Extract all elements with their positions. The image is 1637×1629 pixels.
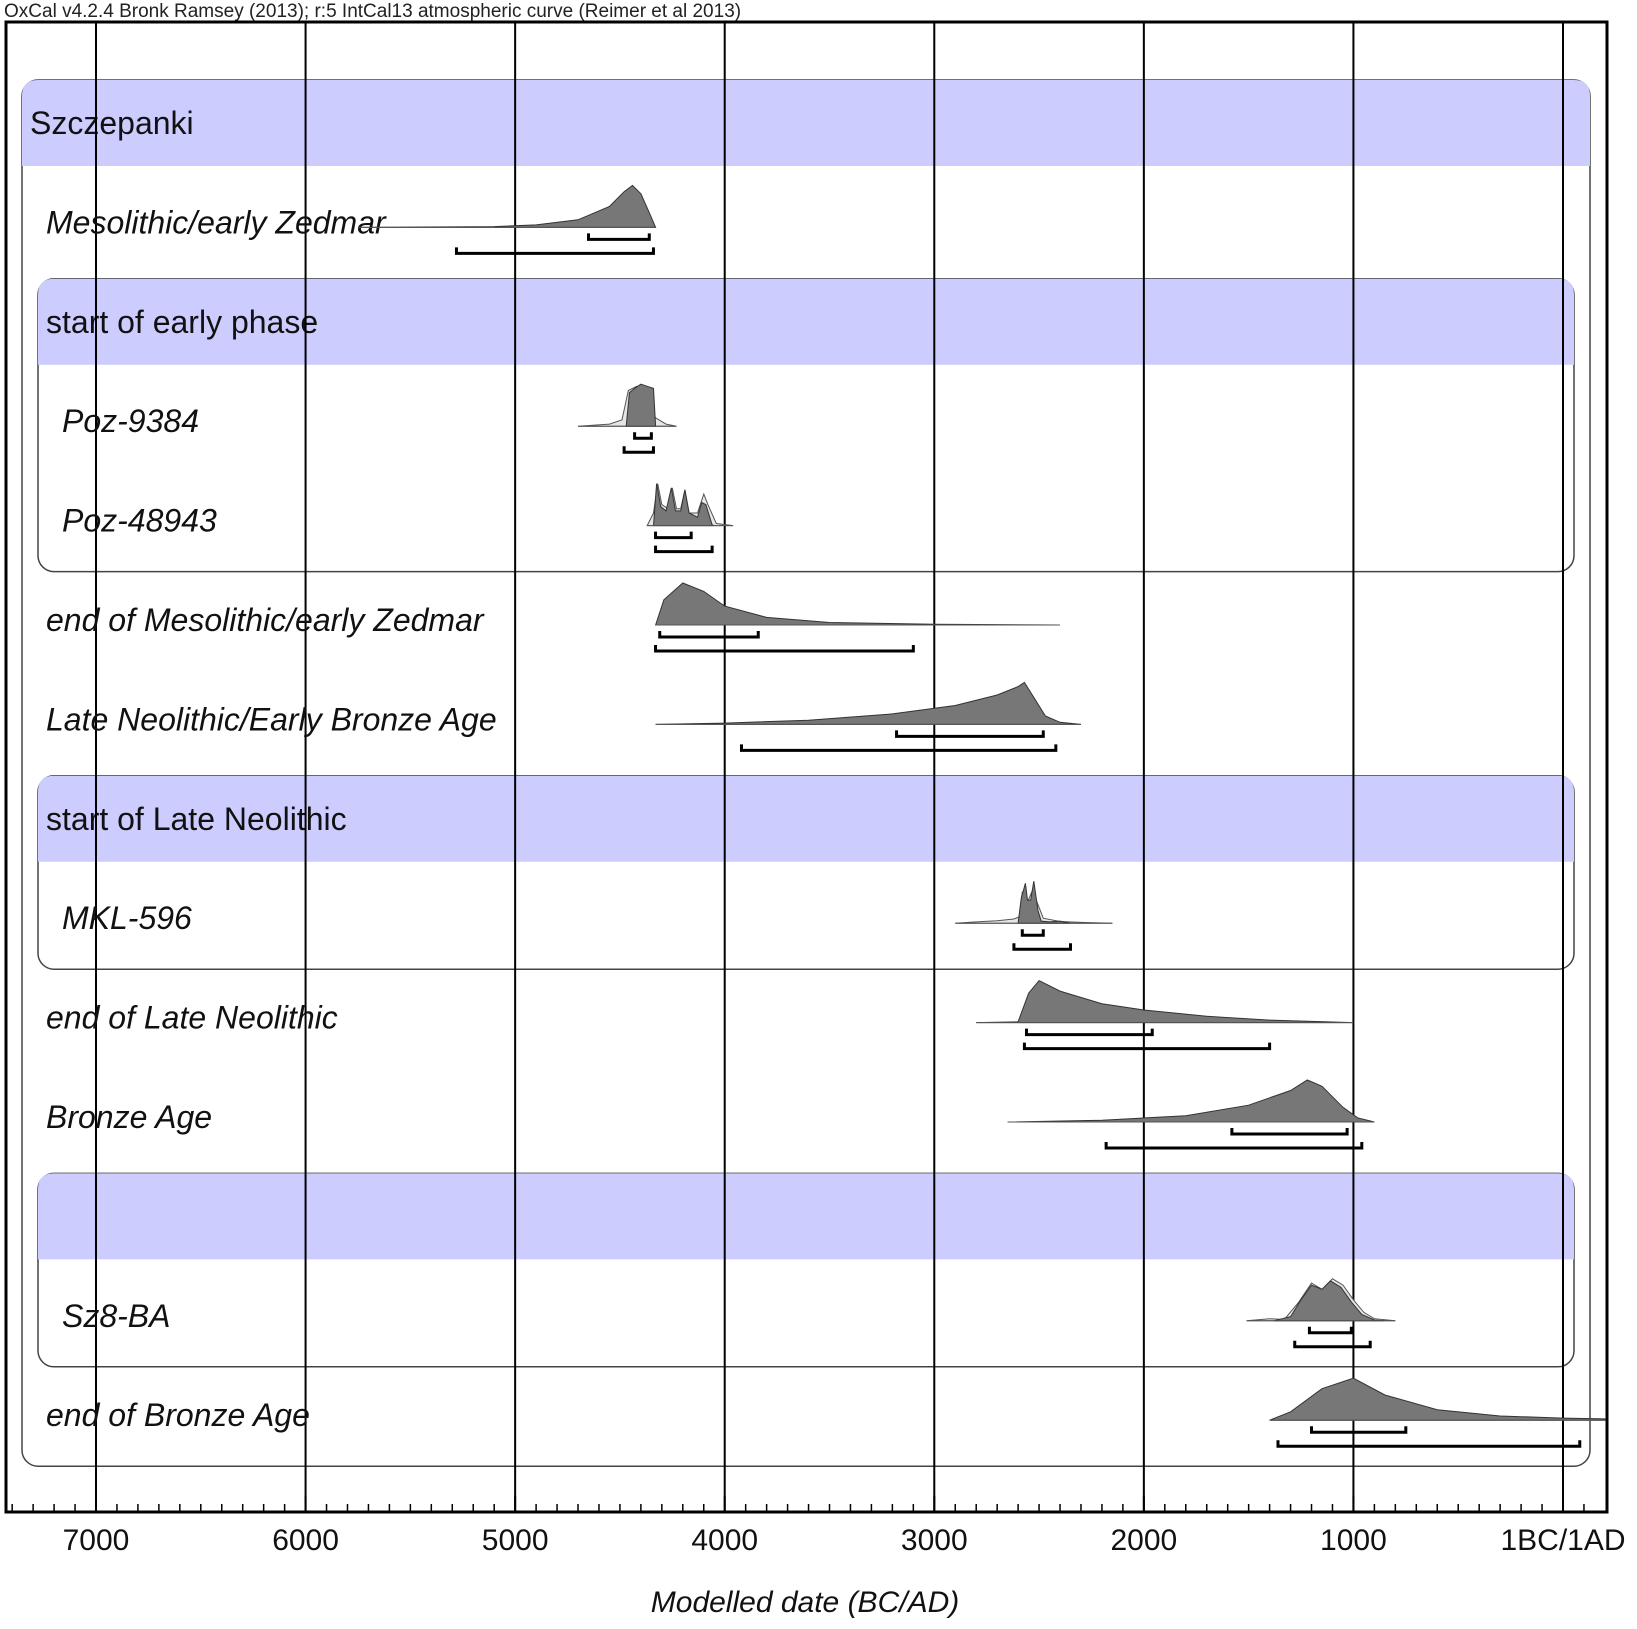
x-axis: 7000 6000 5000 4000 3000 2000 1000 1BC/1AD (11, 1496, 1626, 1557)
tick-label: 2000 (1110, 1524, 1177, 1557)
range-95 (1276, 1440, 1582, 1448)
chart-title: OxCal v4.2.4 Bronk Ramsey (2013); r:5 In… (4, 1, 741, 22)
tick-label: 1000 (1320, 1524, 1387, 1557)
range-95 (654, 645, 915, 653)
posterior-distribution (1269, 1377, 1606, 1421)
range-95 (454, 247, 655, 255)
tick-label: 1BC/1AD (1500, 1524, 1625, 1557)
range-68 (1230, 1128, 1349, 1136)
group-band (38, 775, 1574, 862)
range-68 (1310, 1426, 1408, 1434)
group-label: Szczepanki (30, 105, 194, 141)
group-band (38, 1173, 1574, 1260)
group-boxes: Szczepanki start of early phase start of L… (21, 79, 1591, 1467)
posterior-distribution (1007, 1079, 1375, 1123)
item-label: Bronze Age (46, 1099, 212, 1135)
range-95 (739, 744, 1058, 752)
item-label: Sz8-BA (62, 1298, 170, 1334)
tick-label: 3000 (901, 1524, 968, 1557)
x-axis-label: Modelled date (BC/AD) (651, 1586, 959, 1619)
range-68 (633, 432, 653, 440)
item-label: Poz-9384 (62, 403, 199, 439)
group-band (38, 278, 1574, 365)
range-95 (1022, 1042, 1272, 1051)
tick-label: 4000 (691, 1524, 758, 1557)
range-68 (1025, 1028, 1154, 1037)
item-label: end of Late Neolithic (46, 1000, 338, 1036)
range-68 (895, 730, 1045, 738)
group-label: start of Late Neolithic (46, 801, 347, 837)
posterior-distribution (976, 979, 1354, 1024)
range-95 (1104, 1142, 1364, 1150)
range-68 (658, 631, 760, 639)
posterior-distribution (625, 383, 657, 427)
posterior-distribution (655, 681, 1082, 725)
tick-label: 6000 (272, 1524, 339, 1557)
item-label: Poz-48943 (62, 503, 217, 539)
item-label: MKL-596 (62, 900, 192, 936)
tick-label: 5000 (482, 1524, 549, 1557)
group-label: start of early phase (46, 304, 318, 340)
posterior-distribution (1017, 881, 1071, 924)
range-68 (654, 531, 693, 540)
item-label: end of Mesolithic/early Zedmar (46, 602, 485, 638)
item-label: end of Bronze Age (46, 1397, 310, 1433)
posterior-distribution (652, 483, 715, 527)
posterior-distribution (1273, 1280, 1385, 1322)
range-68 (1307, 1326, 1353, 1335)
range-95 (1012, 943, 1073, 951)
item-layer: Mesolithic/early Zedmar Poz-9384 Poz-48943… (46, 184, 1606, 1448)
gridlines (95, 22, 1564, 1512)
range-95 (654, 545, 714, 554)
item-label: Mesolithic/early Zedmar (46, 204, 387, 240)
posterior-distribution (357, 184, 657, 228)
tick-label: 7000 (63, 1524, 130, 1557)
range-95 (1293, 1340, 1372, 1349)
item-label: Late Neolithic/Early Bronze Age (46, 701, 497, 737)
range-95 (622, 446, 655, 454)
range-68 (586, 233, 651, 241)
range-68 (1020, 929, 1045, 937)
group-band (22, 80, 1590, 166)
